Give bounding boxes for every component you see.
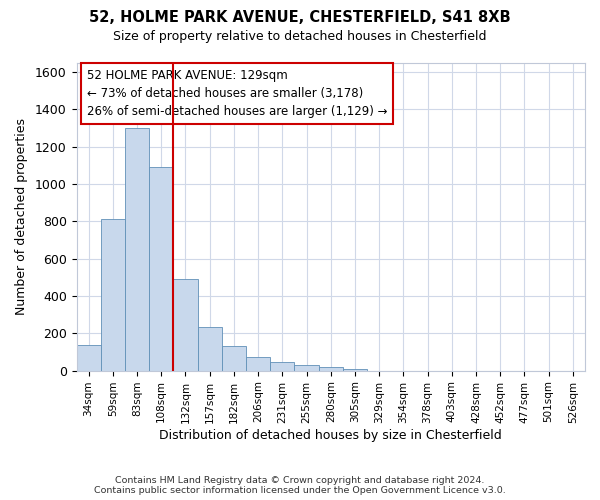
Text: 52, HOLME PARK AVENUE, CHESTERFIELD, S41 8XB: 52, HOLME PARK AVENUE, CHESTERFIELD, S41… xyxy=(89,10,511,25)
Bar xyxy=(77,344,101,370)
Bar xyxy=(343,369,367,370)
Bar xyxy=(295,366,319,370)
Bar xyxy=(222,346,246,370)
Bar xyxy=(270,362,295,370)
Bar xyxy=(197,327,222,370)
Text: Contains HM Land Registry data © Crown copyright and database right 2024.
Contai: Contains HM Land Registry data © Crown c… xyxy=(94,476,506,495)
Bar xyxy=(319,367,343,370)
Text: 52 HOLME PARK AVENUE: 129sqm
← 73% of detached houses are smaller (3,178)
26% of: 52 HOLME PARK AVENUE: 129sqm ← 73% of de… xyxy=(87,68,387,117)
X-axis label: Distribution of detached houses by size in Chesterfield: Distribution of detached houses by size … xyxy=(160,430,502,442)
Bar xyxy=(149,167,173,370)
Text: Size of property relative to detached houses in Chesterfield: Size of property relative to detached ho… xyxy=(113,30,487,43)
Bar xyxy=(101,220,125,370)
Bar xyxy=(246,356,270,370)
Y-axis label: Number of detached properties: Number of detached properties xyxy=(15,118,28,315)
Bar xyxy=(173,279,197,370)
Bar xyxy=(125,128,149,370)
